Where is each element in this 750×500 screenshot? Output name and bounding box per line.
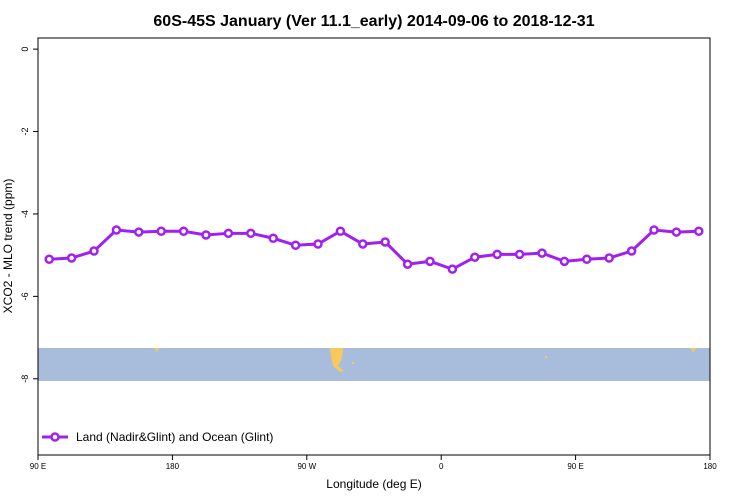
point [223, 228, 234, 239]
point [335, 226, 346, 237]
point [201, 230, 211, 240]
y-axis-label: XCO2 - MLO trend (ppm) [1, 179, 15, 314]
map-strip [38, 348, 710, 381]
point [290, 240, 301, 251]
point [66, 253, 77, 263]
point [514, 249, 525, 260]
point [313, 239, 323, 249]
point [246, 228, 256, 239]
point [134, 227, 144, 237]
point [89, 246, 99, 256]
point [537, 248, 547, 258]
x-tick-label: 90 W [297, 462, 316, 471]
point [402, 259, 413, 269]
y-tick-label: 0 [20, 47, 30, 52]
point [44, 254, 54, 265]
point [582, 254, 592, 265]
x-tick-label: 90 E [30, 462, 46, 471]
plot-frame [37, 37, 711, 456]
legend-marker [50, 432, 60, 442]
point [559, 256, 570, 267]
point [111, 225, 122, 235]
y-tick-label: -2 [20, 128, 30, 136]
y-tick-label: -8 [20, 375, 30, 383]
x-axis-label: Longitude (deg E) [326, 477, 421, 491]
ocean-band [38, 348, 710, 381]
point [358, 239, 368, 249]
point [649, 225, 659, 235]
point [156, 226, 166, 237]
point [178, 226, 189, 237]
land [545, 356, 547, 358]
y-tick-label: -6 [20, 292, 30, 300]
land [352, 362, 354, 364]
point [626, 246, 637, 256]
series-line [49, 228, 699, 271]
x-tick-label: 180 [703, 462, 717, 471]
point [604, 253, 614, 263]
chart-title: 60S-45S January (Ver 11.1_early) 2014-09… [153, 13, 594, 30]
legend-label: Land (Nadir&Glint) and Ocean (Glint) [76, 430, 273, 444]
point [447, 264, 458, 274]
x-tick-label: 0 [439, 462, 444, 471]
point [492, 249, 502, 260]
land [154, 348, 159, 352]
point [425, 256, 435, 267]
x-tick-label: 180 [166, 462, 180, 471]
land [690, 348, 697, 352]
point [380, 237, 390, 247]
x-tick-label: 90 E [567, 462, 583, 471]
land [330, 348, 344, 372]
point [470, 252, 480, 262]
point [268, 233, 278, 244]
point [694, 226, 704, 237]
point [671, 227, 682, 237]
y-tick-label: -4 [20, 210, 30, 218]
